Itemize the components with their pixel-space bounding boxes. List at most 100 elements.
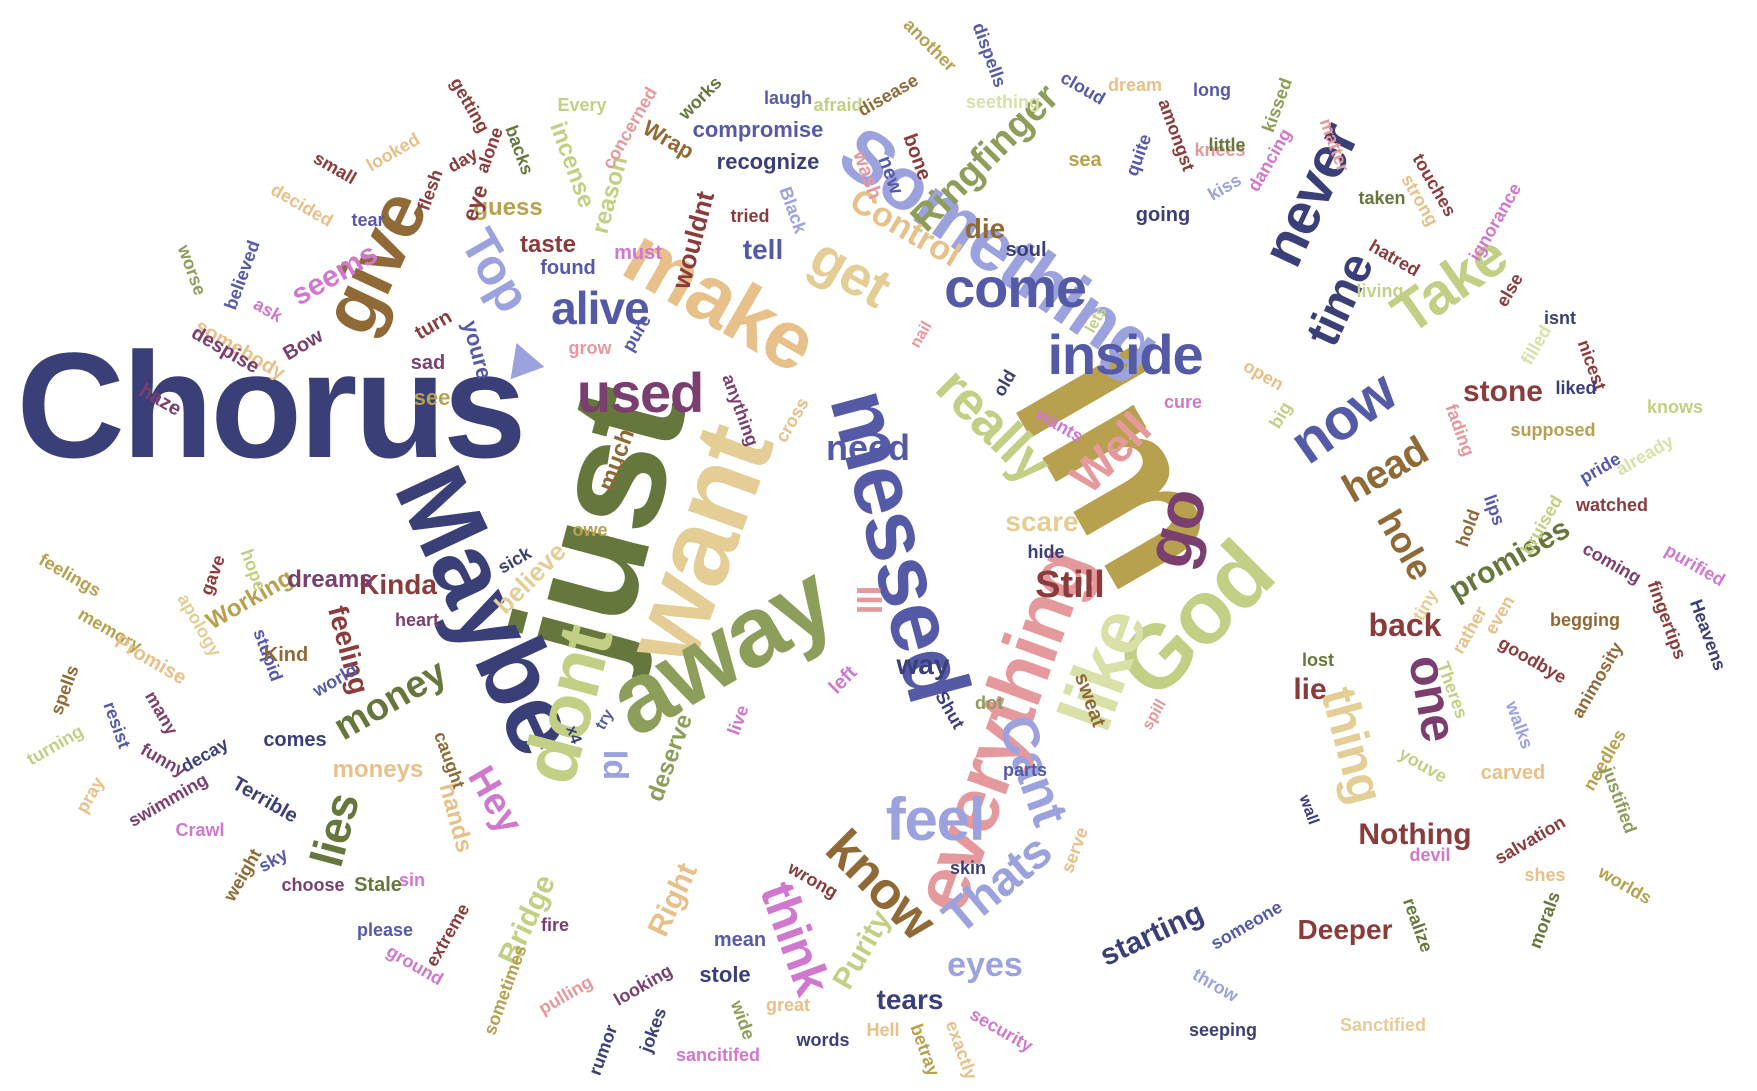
cloud-word: eyes (947, 946, 1023, 984)
cloud-word: lie (1293, 673, 1327, 706)
cloud-word: lost (1301, 650, 1334, 670)
cloud-word: weight (219, 845, 265, 905)
cloud-word: betray (906, 1021, 944, 1079)
cloud-word: pulling (534, 971, 596, 1019)
cloud-word: hole (1369, 502, 1442, 588)
cloud-word: going (1135, 204, 1191, 226)
cloud-word: back (1368, 607, 1442, 643)
cloud-word: Kinda (359, 569, 437, 600)
cloud-word: left (824, 661, 862, 699)
cloud-word: feel (885, 786, 986, 853)
cloud-word: compromise (692, 117, 824, 142)
cloud-word: alive (551, 282, 650, 334)
cloud-word: soul (1005, 239, 1047, 261)
cloud-word: small (310, 147, 360, 189)
cloud-word: skin (949, 858, 987, 878)
cloud-word: getting (446, 74, 494, 136)
cloud-word: parts (1002, 760, 1047, 780)
cloud-word: stole (699, 962, 751, 987)
cloud-word: extreme (422, 900, 474, 970)
cloud-word: justified (1598, 764, 1642, 836)
cloud-word: cloud (1057, 67, 1109, 109)
cloud-word: walks (1502, 698, 1538, 752)
cloud-word: come (944, 256, 1087, 319)
cloud-word: Black (775, 184, 811, 236)
cloud-word: words (796, 1030, 850, 1050)
cloud-word: isnt (1543, 308, 1576, 328)
cloud-word: worse (173, 242, 211, 298)
cloud-word: dream (1107, 75, 1163, 95)
cloud-word: wide (726, 997, 760, 1043)
cloud-word: many (141, 687, 183, 739)
cloud-word: coming (1579, 538, 1645, 588)
cloud-word: fire (540, 915, 569, 935)
cloud-word: begging (1550, 610, 1620, 630)
cloud-word: exactly (942, 1017, 982, 1083)
cloud-word: carved (1480, 762, 1546, 784)
cloud-word: used (576, 361, 704, 424)
cloud-word: works (674, 72, 726, 124)
cloud-word: liked (1555, 378, 1597, 398)
cloud-word: starting (1094, 896, 1209, 973)
cloud-word: flesh (413, 166, 447, 214)
cloud-word: mean (713, 929, 767, 951)
cloud-word: Every (557, 95, 607, 115)
cloud-word: Nothing (1358, 818, 1472, 851)
cloud-word: Right (641, 858, 704, 942)
cloud-word: Crawl (175, 820, 225, 840)
cloud-word: Id (596, 749, 634, 781)
cloud-word: fading (1441, 401, 1479, 459)
cloud-word: stone (1462, 375, 1543, 408)
cloud-word: tried (730, 206, 770, 226)
cloud-word: comes (263, 729, 327, 751)
cloud-word: spells (46, 662, 84, 718)
cloud-word: salvation (1491, 811, 1569, 869)
cloud-word: way (896, 649, 950, 680)
cloud-word: Sanctified (1339, 1015, 1427, 1035)
cloud-word: decided (267, 179, 337, 231)
cloud-word: Purity (827, 904, 899, 995)
cloud-word: already (1612, 430, 1678, 480)
cloud-word: disease (854, 69, 922, 121)
cloud-word: found (540, 257, 596, 279)
cloud-word: tear (351, 210, 385, 230)
cloud-word: Terrible (228, 772, 302, 828)
cloud-word: Hell (866, 1020, 900, 1040)
cloud-word: backs (501, 122, 539, 178)
cloud-word: tell (742, 234, 784, 265)
cloud-word: inside (1047, 323, 1203, 386)
cloud-word: worlds (1594, 861, 1656, 909)
cloud-word: must (614, 242, 662, 264)
cloud-word: nail (907, 318, 936, 351)
cloud-word: grow (568, 338, 612, 358)
cloud-word: realize (1399, 895, 1437, 955)
cloud-word: filled (1516, 321, 1556, 369)
cloud-word: knees (1194, 140, 1246, 160)
cloud-word: knows (1646, 397, 1703, 417)
cloud-word: rumor (584, 1022, 622, 1078)
cloud-word: pray (71, 773, 109, 817)
cloud-word: open (1239, 355, 1287, 395)
cloud-word: spill (1139, 696, 1170, 733)
cloud-word: Deeper (1297, 914, 1393, 945)
cloud-word: living (1356, 281, 1404, 301)
cloud-word: watched (1575, 495, 1649, 515)
cloud-word: please (356, 920, 414, 940)
cloud-word: great (765, 995, 810, 1015)
cloud-word: caught (430, 728, 470, 792)
cloud-word: cross (771, 394, 813, 446)
cloud-word: someone (1207, 896, 1287, 954)
cloud-word: Heavens (1685, 596, 1731, 674)
cloud-word: goodbye (1494, 632, 1570, 688)
cloud-word: morals (1525, 888, 1565, 952)
cloud-word: animosity (1567, 638, 1627, 722)
cloud-word: choose (281, 875, 345, 895)
cloud-word: Ill (849, 585, 887, 615)
cloud-word: dreams (287, 566, 373, 593)
cloud-word: sad (410, 352, 446, 374)
cloud-word: serve (1057, 824, 1093, 876)
cloud-word: supposed (1510, 420, 1596, 440)
cloud-word: taste (519, 231, 577, 258)
cloud-word: fingertips (1643, 578, 1691, 662)
cloud-word: taken (1358, 188, 1406, 208)
